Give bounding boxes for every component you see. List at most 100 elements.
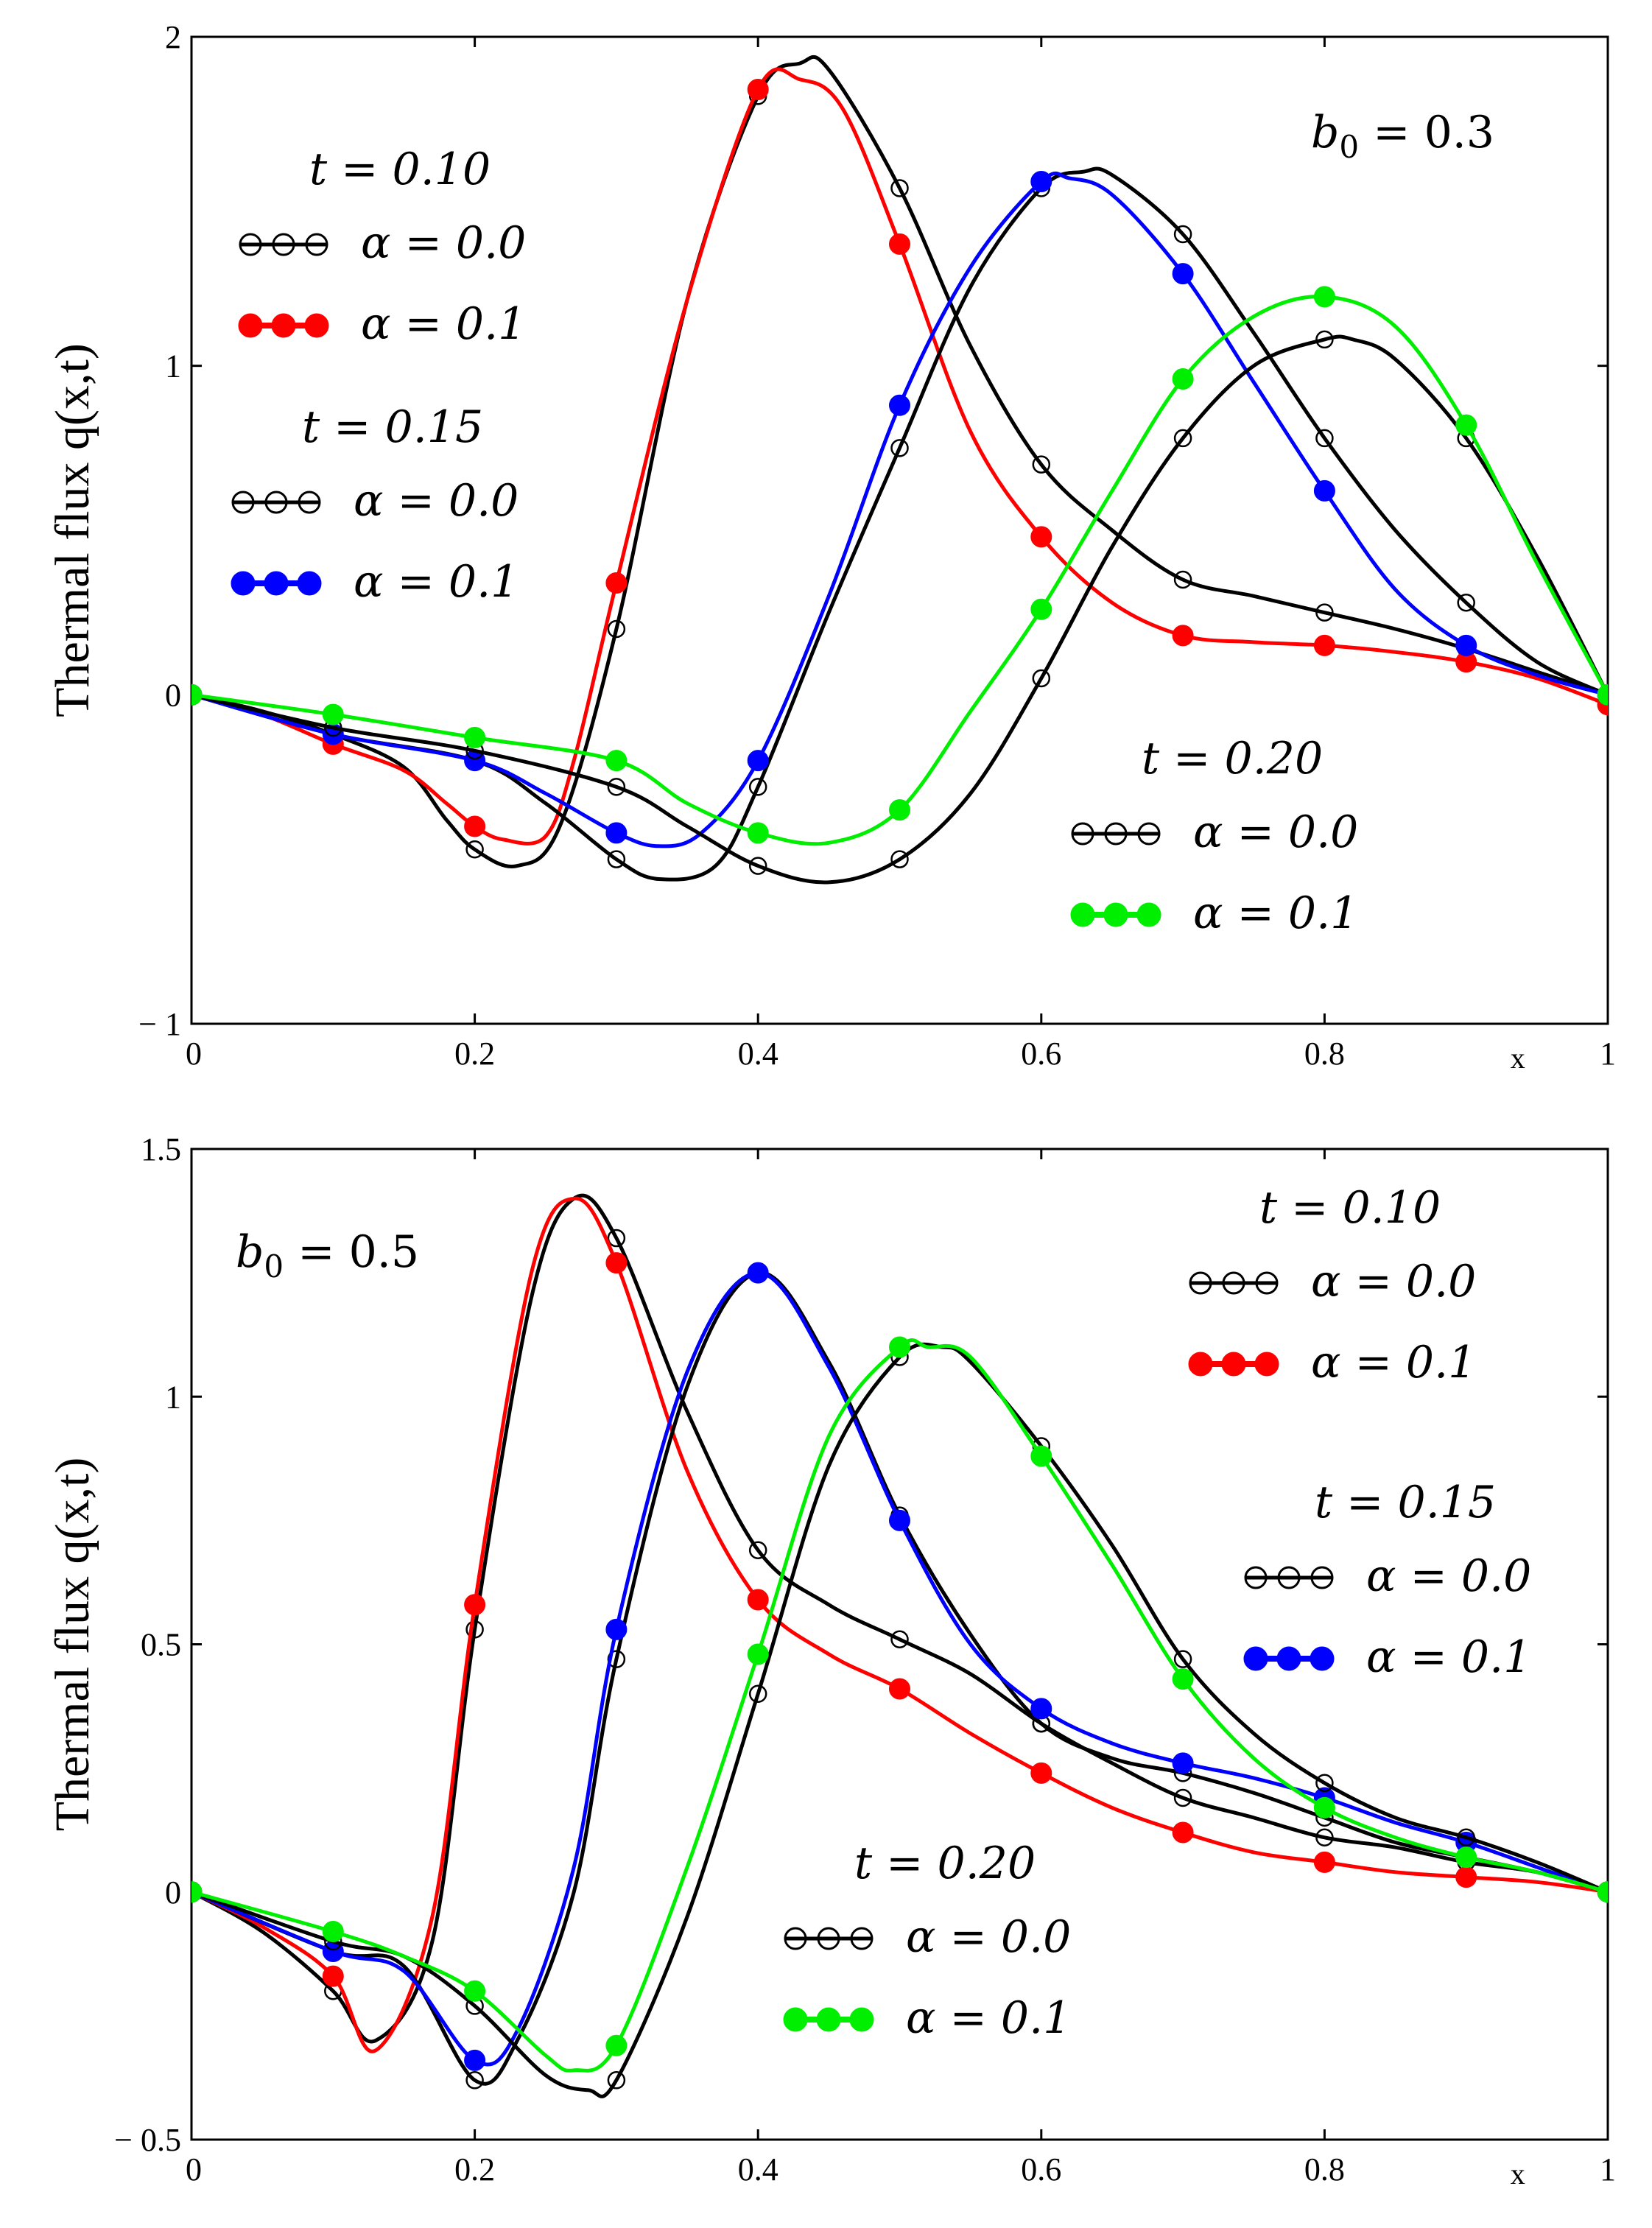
y-tick-label: − 0.5 [114,2122,181,2158]
legend-label: α = 0.0 [354,475,519,527]
data-point-open [465,2071,484,2090]
legend-swatch-marker [1103,902,1128,927]
legend-swatch-marker [1276,1646,1301,1671]
data-point-open [465,840,484,859]
legend-title: t = 0.10 [1259,1182,1441,1234]
x-tick-label: 0.6 [1021,2151,1061,2187]
legend-label: α = 0.1 [1366,1631,1531,1683]
data-point-open [1032,455,1051,474]
data-point-filled [1313,479,1335,502]
data-point-filled [747,1589,769,1611]
data-point-open [1173,429,1192,448]
legend-swatch-marker [272,233,295,256]
data-point-open [1457,594,1475,612]
data-point-filled [605,1618,628,1640]
legend-swatch-marker [1310,1566,1334,1589]
data-point-filled [1313,634,1335,656]
data-point-filled [464,2049,486,2071]
legend-swatch-marker [305,233,328,256]
data-point-open [1315,330,1334,349]
data-point-filled [1030,1698,1052,1720]
series-t020-alpha01 [191,1336,1608,2073]
legend-swatch-marker [850,1927,874,1950]
data-point-filled [1455,634,1477,656]
data-point-filled [1030,1445,1052,1467]
x-tick-label: 0.6 [1021,1036,1061,1072]
x-tick-label: 0.8 [1304,2151,1345,2187]
annotation-text: b0 = 0.5 [236,1226,419,1285]
data-point-filled [1172,1668,1194,1690]
data-point-open [1173,1650,1192,1668]
data-point-filled [1313,1796,1335,1818]
data-point-filled [605,750,628,772]
data-point-filled [1313,1851,1335,1873]
data-point-filled [1172,1752,1194,1774]
data-point-filled [322,1921,344,1943]
y-tick-label: 1.5 [141,1131,181,1167]
data-point-filled [1597,683,1608,706]
x-tick-label: 0.2 [454,1036,495,1072]
legend-label: α = 0.0 [361,217,526,269]
legend-label: α = 0.0 [906,1911,1071,1963]
x-axis-label: x [1511,2157,1525,2190]
x-tick-label: 1 [1600,2151,1616,2187]
legend-swatch-marker [1221,1352,1246,1377]
plot-frame [190,35,1609,1025]
legend-swatch-marker [1243,1646,1268,1671]
data-point-filled [889,1678,910,1700]
series-line [191,1193,1608,2044]
data-point-filled [605,822,628,844]
legend-swatch-marker [264,491,288,514]
legend-swatch-marker [1104,822,1128,846]
data-point-filled [1030,526,1052,548]
data-point-filled [747,1643,769,1665]
legend-swatch-marker [297,571,322,596]
data-point-filled [747,822,769,844]
data-point-open [607,2071,626,2090]
data-point-open [890,439,909,457]
series-line [191,1342,1608,2098]
data-point-filled [605,1252,628,1274]
x-tick-label: 1 [1600,1036,1616,1072]
data-point-filled [464,1980,486,2002]
data-point-filled [322,1965,344,1987]
data-point-filled [1172,368,1194,390]
data-point-filled [1172,263,1194,285]
legend-group-2: t = 0.15 α = 0.0 α = 0.1 [1243,1477,1531,1683]
series-t020-alpha01 [191,286,1608,846]
data-point-filled [1030,1762,1052,1784]
legend-swatch-marker [1188,1352,1213,1377]
data-point-filled [322,703,344,725]
series-line [191,295,1608,846]
data-point-open [465,1620,484,1639]
data-point-open [1315,1828,1334,1847]
data-point-open [607,1650,626,1668]
legend-group-1: t = 0.10 α = 0.0 α = 0.1 [238,144,526,350]
series-line [191,334,1608,885]
data-point-open [1173,225,1192,244]
legend-swatch-marker [231,571,256,596]
data-point-filled [889,799,910,821]
legend-swatch-marker [1310,1646,1335,1671]
series-line [191,1338,1608,2073]
legend-label: α = 0.0 [1366,1550,1531,1602]
data-point-filled [1030,598,1052,620]
data-point-filled [464,1594,486,1616]
data-point-open [1032,669,1051,688]
legend-swatch-marker [1255,1271,1279,1295]
legend-label: α = 0.1 [361,298,526,350]
legend-title: t = 0.20 [1142,733,1323,784]
data-point-filled [191,683,203,706]
data-point-filled [747,78,769,100]
data-point-filled [1455,414,1477,436]
legend-label: α = 0.1 [1311,1337,1476,1388]
x-axis-label: x [1511,1041,1525,1075]
legend-label: α = 0.1 [1193,888,1358,939]
x-tick-label: 0.8 [1304,1036,1345,1072]
y-tick-label: 0 [165,677,181,713]
data-point-open [748,1684,767,1703]
legend-swatch-marker [784,1927,807,1950]
legend-swatch-marker [1277,1566,1301,1589]
data-point-filled [1597,1881,1608,1903]
